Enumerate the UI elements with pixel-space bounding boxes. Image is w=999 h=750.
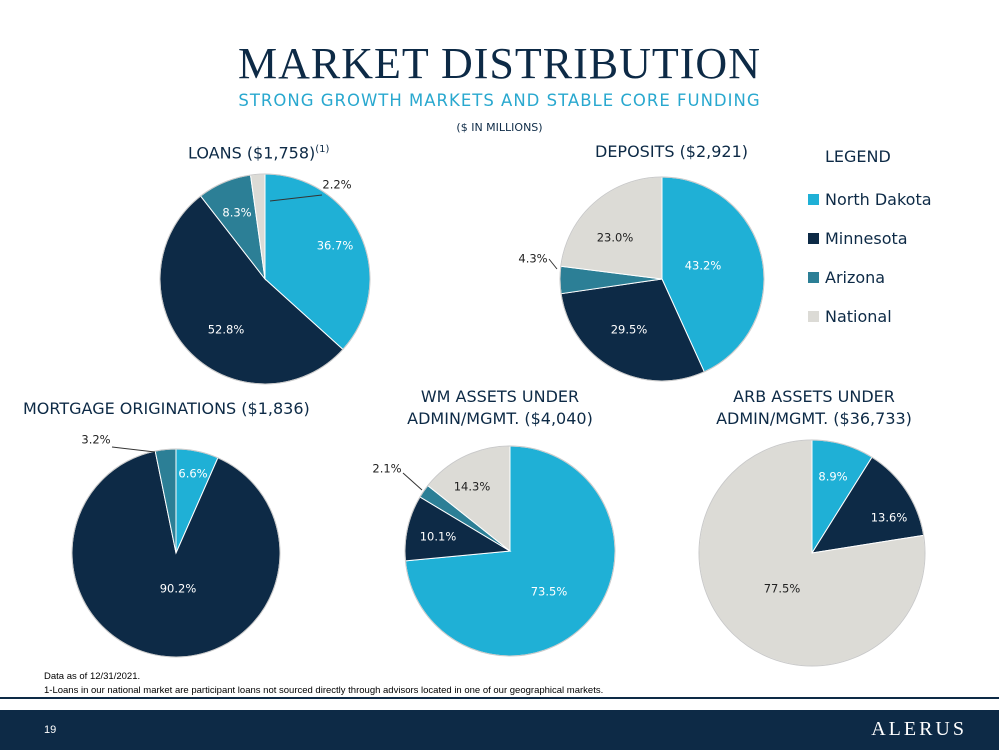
deposits-data-label: 23.0% (597, 231, 634, 245)
wm-data-label: 10.1% (420, 530, 457, 544)
footnotes: Data as of 12/31/2021. 1-Loans in our na… (44, 670, 603, 698)
legend-item-national: National (808, 297, 932, 336)
mortgage-chart-title: MORTGAGE ORIGINATIONS ($1,836) (23, 399, 310, 418)
footnote-1: 1-Loans in our national market are parti… (44, 685, 604, 696)
legend: LEGEND North Dakota Minnesota Arizona Na… (808, 147, 932, 336)
deposits-pie-outline (559, 176, 765, 382)
legend-item-arizona: Arizona (808, 258, 932, 297)
arb-pie-outline (698, 439, 926, 667)
legend-item-north-dakota: North Dakota (808, 180, 932, 219)
alerus-logo: ALERUS (871, 718, 967, 740)
legend-swatch (808, 311, 819, 322)
legend-swatch (808, 194, 819, 205)
wm-label-leader (402, 472, 423, 491)
legend-swatch (808, 272, 819, 283)
footer-rule (0, 697, 999, 699)
footnote-date: Data as of 12/31/2021. (44, 671, 141, 682)
legend-title: LEGEND (825, 147, 891, 166)
arb-data-label: 13.6% (871, 511, 908, 525)
arb-data-label: 77.5% (764, 582, 801, 596)
mortgage-data-label: 90.2% (160, 582, 197, 596)
wm-chart-title: WM ASSETS UNDER ADMIN/MGMT. ($4,040) (407, 387, 593, 428)
arb-chart-title: ARB ASSETS UNDER ADMIN/MGMT. ($36,733) (716, 387, 912, 428)
page-number: 19 (44, 724, 57, 736)
mortgage-data-label: 3.2% (81, 433, 110, 447)
footer-bar: 19 ALERUS (0, 710, 999, 750)
deposits-chart-title: DEPOSITS ($2,921) (595, 142, 749, 161)
loans-data-label: 36.7% (317, 239, 354, 253)
arb-data-label: 8.9% (818, 470, 847, 484)
page-title: MARKET DISTRIBUTION (238, 39, 761, 88)
units-note: ($ IN MILLIONS) (456, 121, 543, 134)
mortgage-label-leader (111, 446, 156, 453)
deposits-label-leader (548, 258, 558, 270)
deposits-slice-national (560, 176, 663, 280)
deposits-data-label: 43.2% (685, 259, 722, 273)
pie-charts: 36.7% 52.8% 8.3% 2.2% 43.2% 29.5% 4.3% 23.0% 6.6… (71, 173, 926, 667)
wm-data-label: 73.5% (531, 585, 568, 599)
loans-data-label: 2.2% (322, 178, 351, 192)
loans-data-label: 8.3% (222, 206, 251, 220)
legend-swatch (808, 233, 819, 244)
loans-data-label: 52.8% (208, 323, 245, 337)
legend-item-minnesota: Minnesota (808, 219, 932, 258)
mortgage-data-label: 6.6% (178, 467, 207, 481)
page-subtitle: STRONG GROWTH MARKETS AND STABLE CORE FU… (238, 91, 761, 110)
loans-pie-outline (159, 173, 371, 385)
wm-data-label: 14.3% (454, 480, 491, 494)
wm-pie-outline (404, 445, 616, 657)
loans-chart-title: LOANS ($1,758)(1) (188, 143, 330, 163)
mortgage-pie-outline (71, 448, 281, 658)
deposits-data-label: 4.3% (518, 252, 547, 266)
wm-data-label: 2.1% (372, 462, 401, 476)
deposits-data-label: 29.5% (611, 323, 648, 337)
loans-label-leader (269, 194, 323, 202)
